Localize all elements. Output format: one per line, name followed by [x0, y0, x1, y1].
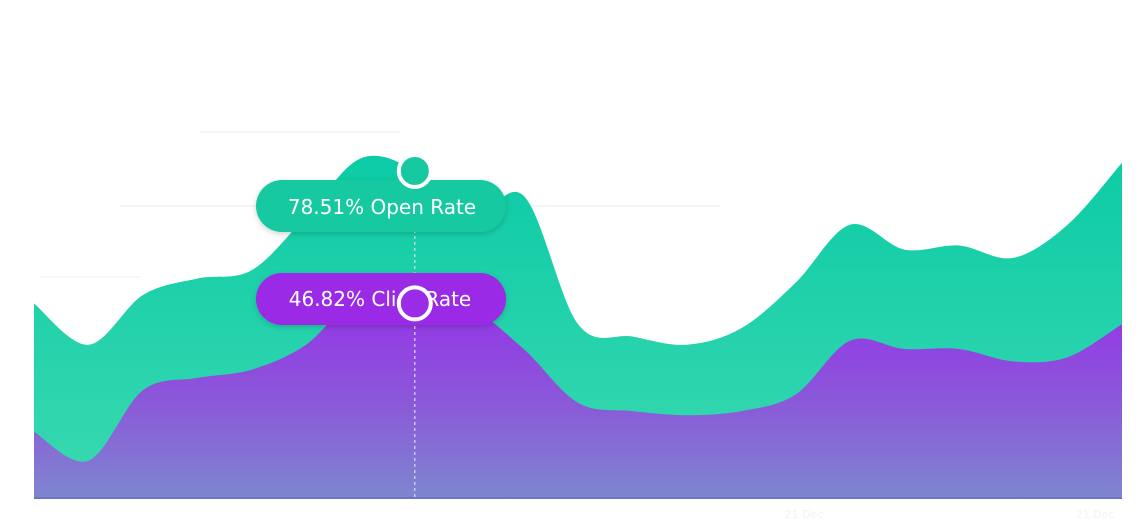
tooltip-open-rate-pill	[256, 180, 506, 232]
tooltip-open-rate: 78.51% Open Rate	[256, 180, 506, 232]
tooltip-click-rate-label: 46.82% Click Rate	[289, 287, 472, 311]
series-area-click-rate	[34, 293, 1122, 498]
x-tick-label: 21 Dec	[785, 508, 824, 520]
data-point-marker-open-rate[interactable]	[396, 152, 433, 189]
tooltip-click-rate: 46.82% Click Rate	[256, 273, 506, 325]
data-point-marker-click-rate[interactable]	[396, 285, 433, 322]
x-tick-label: 21 Dec	[1076, 508, 1115, 520]
tooltip-click-rate-pill	[256, 273, 506, 325]
tooltip-open-rate-label: 78.51% Open Rate	[288, 195, 476, 219]
